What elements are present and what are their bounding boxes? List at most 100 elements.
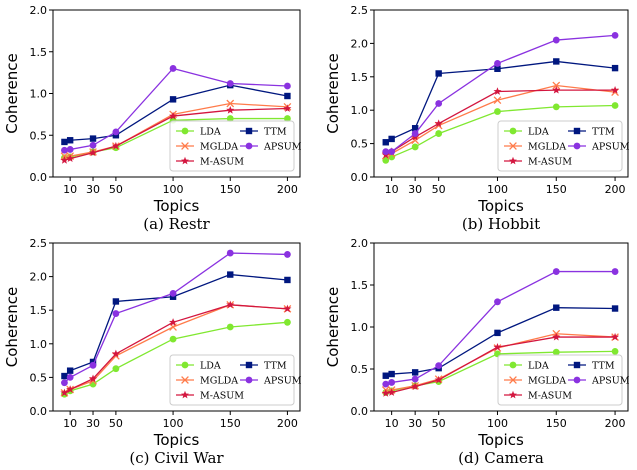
data-point (226, 106, 235, 114)
legend-marker (245, 127, 253, 135)
data-point (226, 249, 234, 257)
data-point (66, 146, 74, 153)
data-point (388, 379, 396, 386)
data-point (382, 372, 389, 379)
legend-marker (245, 361, 253, 369)
data-point (226, 99, 235, 108)
y-tick-label: 0.0 (351, 171, 369, 184)
legend-label: M-ASUM (200, 391, 244, 402)
legend-entry-apsum: APSUM (568, 376, 630, 387)
legend: LDA MGLDA M-ASUM TTM APSUM (169, 354, 302, 406)
x-tick-label: 150 (546, 417, 567, 430)
data-point (169, 290, 177, 297)
legend-label: APSUM (591, 142, 630, 153)
y-tick-label: 2.5 (30, 237, 48, 250)
data-point (382, 156, 390, 164)
legend-box (497, 354, 623, 406)
data-point (388, 148, 396, 156)
legend-marker (573, 361, 581, 369)
y-axis-label: Coherence (324, 53, 342, 133)
series-m-asum (60, 104, 292, 164)
data-point (411, 125, 419, 132)
x-tick-label: 150 (220, 183, 241, 196)
legend-box (497, 120, 623, 172)
legend-label: LDA (528, 127, 549, 138)
data-point (552, 81, 561, 90)
x-tick-label: 150 (220, 417, 241, 430)
legend-marker (509, 156, 517, 165)
data-point (283, 304, 292, 313)
data-point (60, 156, 69, 164)
series-m-asum (381, 332, 620, 397)
legend-label: TTM (264, 127, 287, 138)
x-axis-label: Topics (153, 197, 200, 215)
data-point (552, 268, 560, 275)
legend-marker (245, 376, 253, 384)
data-point (66, 374, 74, 381)
x-tick-label: 200 (277, 417, 298, 430)
legend-label: APSUM (591, 376, 630, 387)
data-point (494, 108, 501, 115)
data-point (388, 135, 395, 143)
series-apsum (61, 65, 291, 154)
data-point (227, 271, 234, 278)
panel-caption: (c) Civil War (129, 449, 224, 467)
data-point (284, 115, 291, 122)
legend-label: MGLDA (200, 376, 238, 387)
plot-frame (52, 9, 301, 178)
data-point (434, 375, 443, 384)
y-tick-label: 0.5 (351, 363, 369, 376)
x-tick-label: 200 (605, 417, 626, 430)
panel-caption: (a) Restr (143, 215, 210, 233)
y-tick-label: 0.0 (351, 405, 369, 418)
data-point (61, 372, 68, 380)
legend-marker (509, 361, 517, 369)
x-tick-label: 100 (487, 183, 508, 196)
legend: LDA MGLDA M-ASUM TTM APSUM (169, 120, 302, 172)
data-point (381, 389, 390, 397)
data-point (169, 111, 178, 120)
legend-box (169, 354, 295, 406)
legend-entry-m-asum: M-ASUM (176, 157, 244, 168)
data-point (226, 300, 235, 309)
legend-label: APSUM (263, 142, 302, 153)
x-tick-label: 50 (109, 183, 123, 196)
x-axis-label: Topics (477, 431, 524, 449)
data-point (493, 87, 502, 95)
data-point (284, 251, 291, 258)
legend-entry-m-asum: M-ASUM (504, 157, 572, 168)
legend-entry-mglda: MGLDA (504, 376, 566, 387)
legend-marker (181, 390, 189, 399)
legend-label: MGLDA (200, 142, 238, 153)
legend-entry-lda: LDA (176, 127, 221, 138)
legend-label: APSUM (263, 376, 302, 387)
data-point (611, 64, 619, 72)
data-point (169, 335, 177, 343)
data-point (382, 380, 390, 388)
x-tick-label: 50 (109, 417, 123, 430)
data-point (552, 103, 560, 111)
data-point (169, 96, 177, 103)
legend-marker (509, 390, 517, 399)
data-point (283, 104, 292, 112)
legend-label: TTM (264, 361, 287, 372)
data-point (61, 379, 68, 387)
data-point (494, 298, 501, 306)
data-point (493, 342, 502, 351)
legend-entry-ttm: TTM (568, 127, 615, 138)
y-tick-label: 1.5 (30, 304, 48, 317)
data-point (388, 370, 395, 378)
data-point (611, 31, 619, 39)
x-tick-label: 50 (432, 417, 446, 430)
data-point (382, 139, 389, 146)
legend: LDA MGLDA M-ASUM TTM APSUM (497, 120, 630, 172)
data-point (611, 347, 619, 355)
chart-panel-1: 0.0 0.5 1.0 1.5 2.0 10 30 50 100 150 200 Topics Cohe… (3, 4, 302, 233)
y-tick-label: 1.5 (30, 46, 48, 59)
data-point (382, 148, 390, 156)
legend-marker (509, 127, 517, 135)
x-tick-label: 30 (408, 417, 422, 430)
legend-marker (573, 127, 581, 135)
data-point (552, 348, 560, 356)
